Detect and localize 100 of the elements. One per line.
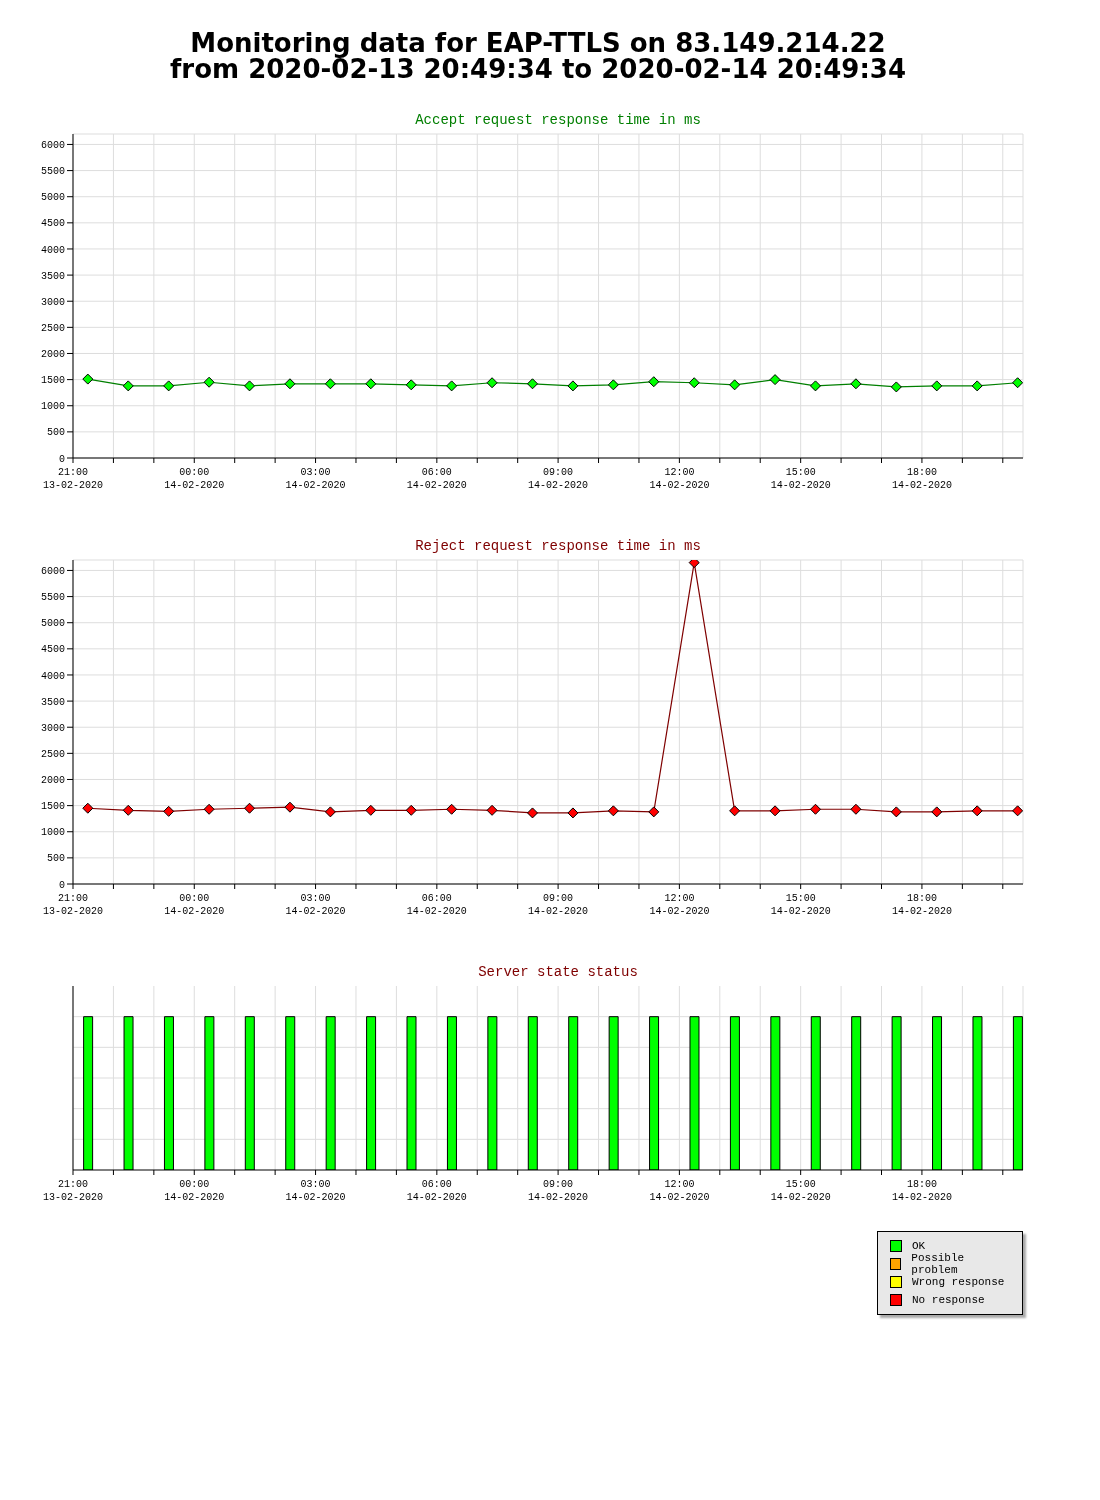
point bbox=[82, 373, 94, 385]
point bbox=[405, 804, 417, 816]
y-tick-label: 1500 bbox=[40, 375, 65, 387]
point bbox=[324, 806, 336, 818]
y-tick-label: 6000 bbox=[40, 566, 65, 577]
y-tick-label: 3000 bbox=[40, 296, 65, 308]
x-tick-label: 18:00 14-02-2020 bbox=[891, 893, 952, 917]
point bbox=[122, 380, 134, 392]
point bbox=[607, 805, 619, 817]
point bbox=[688, 560, 700, 569]
x-tick-label: 12:00 14-02-2020 bbox=[649, 467, 710, 491]
x-tick-label: 09:00 14-02-2020 bbox=[528, 467, 589, 491]
point bbox=[809, 803, 821, 815]
x-tick-label: 21:00 13-02-2020 bbox=[42, 467, 104, 491]
point bbox=[607, 379, 619, 391]
point bbox=[324, 378, 336, 390]
point bbox=[850, 803, 862, 815]
point bbox=[648, 376, 660, 388]
point bbox=[688, 377, 700, 389]
point bbox=[486, 377, 498, 389]
x-tick-label: 12:00 14-02-2020 bbox=[649, 893, 710, 917]
y-tick-label: 500 bbox=[46, 853, 65, 865]
y-tick-label: 4500 bbox=[40, 644, 65, 656]
y-tick-label: 5500 bbox=[40, 166, 65, 178]
point bbox=[122, 804, 134, 816]
point bbox=[729, 805, 741, 817]
point bbox=[971, 380, 983, 392]
point bbox=[769, 805, 781, 817]
x-tick-label: 00:00 14-02-2020 bbox=[164, 893, 225, 917]
x-tick-label: 09:00 14-02-2020 bbox=[528, 893, 589, 917]
x-tick-label: 15:00 14-02-2020 bbox=[770, 467, 831, 491]
y-tick-label: 5000 bbox=[40, 618, 65, 630]
x-tick-label: 15:00 14-02-2020 bbox=[770, 1179, 831, 1203]
x-tick-label: 15:00 14-02-2020 bbox=[770, 893, 831, 917]
x-tick-label: 03:00 14-02-2020 bbox=[285, 893, 346, 917]
y-tick-label: 0 bbox=[58, 879, 65, 891]
y-tick-label: 2500 bbox=[40, 748, 65, 760]
point bbox=[1012, 805, 1023, 817]
x-tick-label: 06:00 14-02-2020 bbox=[406, 467, 467, 491]
point bbox=[931, 806, 943, 818]
point bbox=[567, 807, 579, 819]
point bbox=[931, 380, 943, 392]
x-tick-label: 00:00 14-02-2020 bbox=[164, 467, 225, 491]
y-tick-label: 4000 bbox=[40, 670, 65, 682]
y-tick-label: 3500 bbox=[40, 270, 65, 282]
point bbox=[203, 803, 215, 815]
chart-title: Reject request response time in ms bbox=[414, 538, 702, 554]
legend-label: Possible problem bbox=[911, 1252, 966, 1276]
point bbox=[567, 380, 579, 392]
legend-label: Wrong response bbox=[912, 1276, 1005, 1288]
point bbox=[244, 802, 256, 814]
point bbox=[769, 374, 781, 386]
y-tick-label: 6000 bbox=[40, 140, 65, 151]
y-tick-label: 1000 bbox=[40, 401, 65, 413]
y-tick-label: 500 bbox=[46, 427, 65, 439]
point bbox=[446, 803, 458, 815]
y-tick-label: 0 bbox=[58, 453, 65, 465]
x-tick-label: 03:00 14-02-2020 bbox=[285, 467, 346, 491]
x-tick-label: 18:00 14-02-2020 bbox=[891, 467, 952, 491]
point bbox=[163, 805, 175, 817]
chart-title: Server state status bbox=[477, 964, 639, 980]
point bbox=[890, 806, 902, 818]
point bbox=[365, 804, 377, 816]
point bbox=[244, 380, 256, 392]
y-tick-label: 3000 bbox=[40, 722, 65, 734]
point bbox=[163, 380, 175, 392]
x-tick-label: 06:00 14-02-2020 bbox=[406, 1179, 467, 1203]
point bbox=[1012, 377, 1023, 389]
point bbox=[82, 802, 94, 814]
chart-subtitle: Accept request response time in ms bbox=[414, 112, 702, 128]
y-tick-label: 1500 bbox=[40, 801, 65, 813]
point bbox=[284, 801, 296, 813]
legend-label: No response bbox=[912, 1294, 985, 1306]
point bbox=[971, 805, 983, 817]
y-tick-label: 2000 bbox=[40, 349, 65, 361]
legend-label: OK bbox=[912, 1240, 926, 1252]
x-tick-label: 03:00 14-02-2020 bbox=[285, 1179, 346, 1203]
x-tick-label: 18:00 14-02-2020 bbox=[891, 1179, 952, 1203]
point bbox=[648, 806, 660, 818]
point bbox=[890, 381, 902, 393]
point bbox=[446, 380, 458, 392]
point bbox=[203, 376, 215, 388]
y-tick-label: 5500 bbox=[40, 592, 65, 604]
point bbox=[284, 378, 296, 390]
x-tick-label: 12:00 14-02-2020 bbox=[649, 1179, 710, 1203]
point bbox=[850, 378, 862, 390]
y-tick-label: 1000 bbox=[40, 827, 65, 839]
y-tick-label: 2000 bbox=[40, 775, 65, 787]
x-tick-label: 21:00 13-02-2020 bbox=[42, 1179, 104, 1203]
point bbox=[809, 380, 821, 392]
y-tick-label: 5000 bbox=[40, 192, 65, 204]
y-tick-label: 2500 bbox=[40, 322, 65, 334]
y-tick-label: 3500 bbox=[40, 696, 65, 708]
y-tick-label: 4000 bbox=[40, 244, 65, 256]
x-tick-label: 09:00 14-02-2020 bbox=[528, 1179, 589, 1203]
point bbox=[405, 379, 417, 391]
x-tick-label: 21:00 13-02-2020 bbox=[42, 893, 104, 917]
point bbox=[527, 378, 538, 390]
point bbox=[729, 379, 741, 391]
x-tick-label: 00:00 14-02-2020 bbox=[164, 1179, 225, 1203]
